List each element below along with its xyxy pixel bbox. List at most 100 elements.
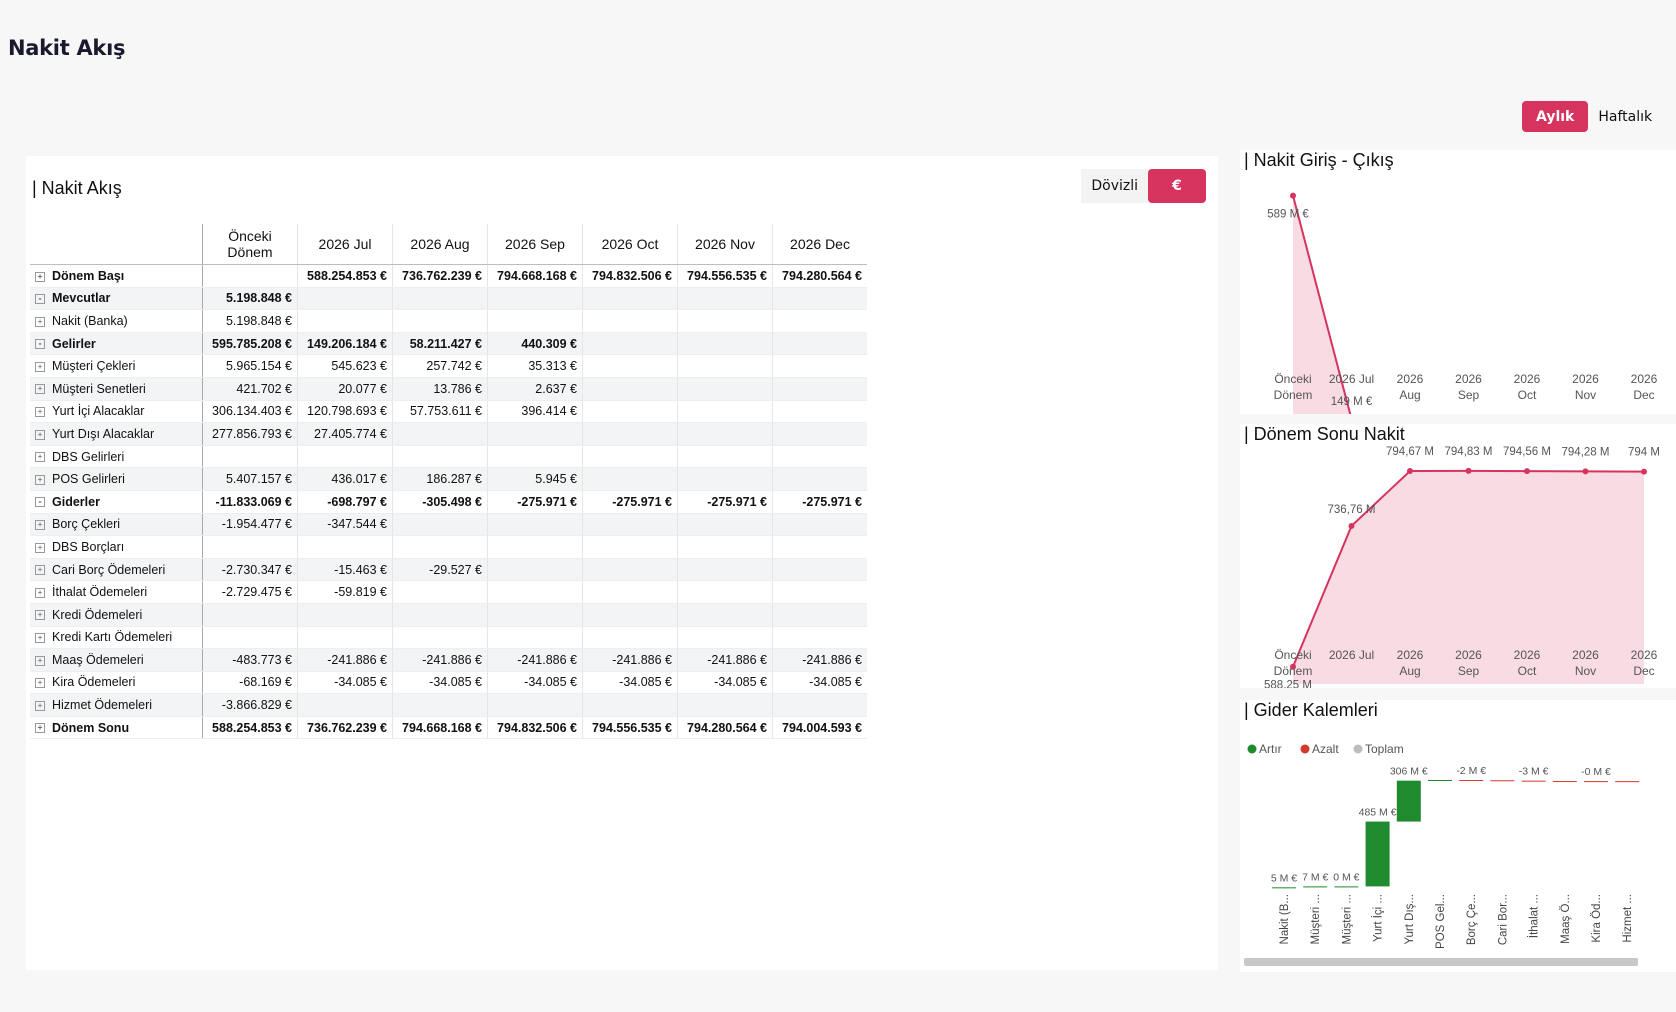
expand-icon[interactable]: + — [35, 474, 45, 485]
waterfall-bar — [1490, 780, 1515, 782]
row-label: + Kira Ödemeleri — [30, 671, 203, 695]
column-header[interactable]: 2026 Oct — [582, 224, 678, 265]
table-cell — [772, 626, 867, 650]
expand-icon[interactable]: + — [35, 361, 45, 372]
row-label: + Dönem Başı — [30, 264, 203, 288]
waterfall-bar — [1334, 886, 1359, 888]
data-label: 794,67 M — [1386, 446, 1434, 458]
x-tick-label: Yurt Dış... — [1404, 894, 1416, 945]
table-cell: 277.856.793 € — [202, 422, 298, 446]
collapse-icon[interactable]: - — [35, 339, 45, 350]
expand-icon[interactable]: + — [35, 271, 45, 282]
table-row: + Kredi Kartı Ödemeleri — [30, 626, 867, 650]
table-cell: -275.971 € — [487, 490, 583, 514]
expand-icon[interactable]: + — [35, 587, 45, 598]
expand-icon[interactable]: + — [35, 520, 45, 531]
x-tick-label: Nakit (B... — [1279, 894, 1291, 944]
row-label: + Maaş Ödemeleri — [30, 648, 203, 672]
table-row: + Nakit (Banka) 5.198.848 € — [30, 309, 867, 333]
expand-icon[interactable]: + — [35, 700, 45, 711]
table-cell — [772, 580, 867, 604]
legend-label: Toplam — [1365, 742, 1404, 756]
table-cell — [297, 626, 393, 650]
x-tick-label: Önceki — [1274, 372, 1311, 386]
expand-icon[interactable]: + — [35, 723, 45, 734]
row-label: + Yurt Dışı Alacaklar — [30, 422, 203, 446]
table-row: + Cari Borç Ödemeleri -2.730.347 € -15.463 … — [30, 558, 867, 582]
collapse-icon[interactable]: - — [35, 294, 45, 305]
table-cell — [392, 603, 488, 627]
x-tick-label: 2026 — [1514, 648, 1541, 662]
row-label-text: Maaş Ödemeleri — [52, 652, 144, 667]
row-label: + Müşteri Çekleri — [30, 354, 203, 378]
table-cell — [487, 309, 583, 333]
waterfall-bar — [1428, 780, 1452, 781]
x-tick-label: 2026 — [1572, 648, 1599, 662]
legend-label: Azalt — [1312, 742, 1339, 756]
expand-icon[interactable]: + — [35, 565, 45, 576]
table-row: + Kredi Ödemeleri — [30, 603, 867, 627]
column-header[interactable]: 2026 Jul — [297, 224, 393, 265]
table-cell: 794.556.535 € — [677, 264, 773, 288]
table-cell — [677, 287, 773, 311]
table-cell: -1.954.477 € — [202, 513, 298, 537]
fx-button[interactable]: Dövizli — [1081, 169, 1148, 203]
table-cell: 794.668.168 € — [487, 264, 583, 288]
table-cell: 794.668.168 € — [392, 716, 488, 740]
column-header[interactable]: Önceki Dönem — [202, 224, 298, 265]
expense-items-chart: Artır Azalt Toplam 5 M € Nakit (B... 7 M € Müş… — [1247, 742, 1640, 949]
collapse-icon[interactable]: - — [35, 497, 45, 508]
table-cell — [677, 422, 773, 446]
expand-icon[interactable]: + — [35, 633, 45, 643]
period-end-cash-chart: 588,25 M 736,76 M 794,67 M 794,83 M 794,56 M… — [1264, 446, 1660, 688]
x-tick-label: Maaş Ö... — [1560, 894, 1572, 944]
table-cell — [677, 400, 773, 424]
table-cell — [582, 445, 678, 469]
row-label-text: İthalat Ödemeleri — [52, 585, 148, 600]
row-label-text: Dönem Başı — [52, 268, 125, 283]
expand-icon[interactable]: + — [35, 429, 45, 440]
weekly-button[interactable]: Haftalık — [1588, 101, 1662, 132]
table-cell: 588.254.853 € — [202, 716, 298, 740]
row-label-text: Kredi Kartı Ödemeleri — [52, 630, 173, 645]
expand-icon[interactable]: + — [35, 384, 45, 395]
table-cell: -15.463 € — [297, 558, 393, 582]
table-cell — [677, 445, 773, 469]
table-row: + Müşteri Senetleri 421.702 €20.077 €13.78… — [30, 377, 867, 401]
table-cell: 736.762.239 € — [392, 264, 488, 288]
horizontal-scrollbar[interactable] — [1244, 958, 1638, 966]
table-cell — [677, 603, 773, 627]
column-header[interactable]: 2026 Dec — [772, 224, 867, 265]
column-header[interactable]: 2026 Sep — [487, 224, 583, 265]
expand-icon[interactable]: + — [35, 655, 45, 666]
waterfall-bar — [1521, 780, 1546, 782]
x-tick-label: Cari Bor... — [1497, 894, 1509, 945]
data-label: 588,25 M — [1264, 680, 1312, 688]
row-header-corner — [30, 224, 203, 265]
waterfall-bar — [1396, 780, 1421, 822]
column-header[interactable]: 2026 Nov — [677, 224, 773, 265]
expand-icon[interactable]: + — [35, 678, 45, 689]
x-tick-label: 2026 — [1514, 372, 1541, 386]
table-cell: 149.206.184 € — [297, 332, 393, 356]
data-label: -3 M € — [1519, 766, 1549, 778]
eur-button[interactable]: € — [1148, 169, 1206, 203]
data-point — [1407, 468, 1413, 475]
expand-icon[interactable]: + — [35, 316, 45, 327]
table-cell: 20.077 € — [297, 377, 393, 401]
table-cell: 736.762.239 € — [297, 716, 393, 740]
data-label: 794,56 M — [1503, 446, 1551, 458]
expand-icon[interactable]: + — [35, 610, 45, 621]
column-header[interactable]: 2026 Aug — [392, 224, 488, 265]
table-cell — [582, 580, 678, 604]
row-label: - Mevcutlar — [30, 287, 203, 311]
expand-icon[interactable]: + — [35, 407, 45, 418]
x-tick-label: Aug — [1399, 388, 1420, 402]
expand-icon[interactable]: + — [35, 542, 45, 553]
table-cell: -3.866.829 € — [202, 693, 298, 717]
table-cell — [392, 445, 488, 469]
monthly-button[interactable]: Aylık — [1522, 101, 1589, 132]
table-cell — [677, 513, 773, 537]
expand-icon[interactable]: + — [35, 452, 45, 463]
x-tick-label: Müşteri ... — [1341, 894, 1353, 944]
